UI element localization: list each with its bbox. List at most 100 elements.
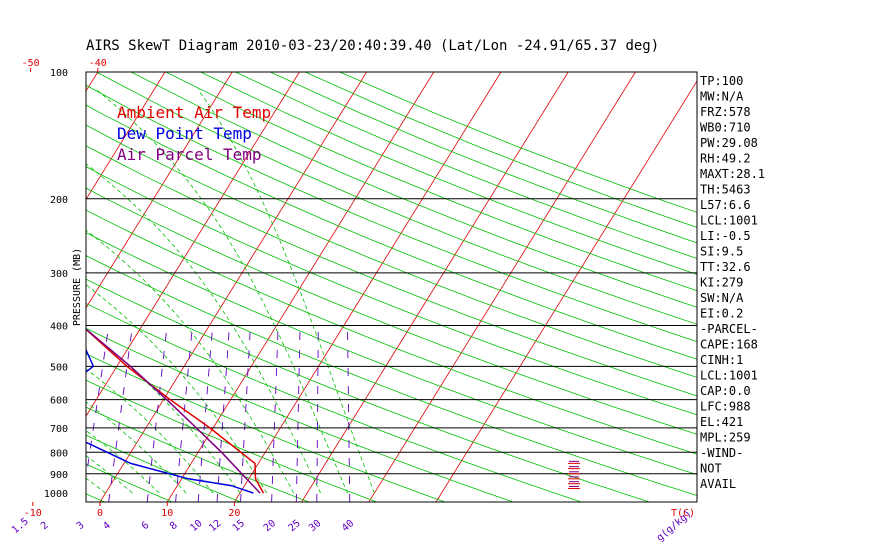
- isotherm-line: [435, 80, 697, 502]
- legend-item: Air Parcel Temp: [117, 145, 262, 164]
- bottom-temp-tick-label: 0: [97, 508, 103, 519]
- dry-adiabat-line: [130, 72, 697, 308]
- index-item: LCL:1001: [700, 369, 758, 383]
- dry-adiabat-line: [86, 463, 173, 502]
- bottom-temp-tick-label: -10: [24, 508, 42, 519]
- index-item: RH:49.2: [700, 152, 751, 166]
- mixing-ratio-line: [146, 325, 168, 502]
- sounding-curves: [86, 328, 265, 494]
- isotherm-line: [368, 72, 636, 502]
- mixing-ratio-line: [240, 325, 251, 502]
- ambient-temp-line: [86, 328, 265, 494]
- isotherm-line: [234, 72, 502, 502]
- dry-adiabat-line: [86, 145, 697, 397]
- mixing-ratio-label: 12: [207, 518, 223, 534]
- moist-adiabat-line: [0, 89, 52, 493]
- index-item: MW:N/A: [700, 90, 744, 104]
- grid-lines: [0, 72, 697, 502]
- isotherm-line: [86, 72, 99, 92]
- dry-adiabat-line: [86, 353, 446, 502]
- mixing-ratio-line: [175, 325, 193, 502]
- pressure-tick-label: 1000: [44, 489, 68, 500]
- plot-frame: [85, 71, 698, 503]
- index-item: TT:32.6: [700, 260, 751, 274]
- pressure-tick-label: 500: [50, 362, 68, 373]
- dry-adiabat-line: [235, 72, 697, 259]
- bottom-temp-tick-label: T(C): [671, 508, 695, 519]
- dry-adiabat-line: [0, 72, 36, 502]
- mixing-ratio-label: 1.5: [10, 516, 31, 536]
- mixing-ratio-line: [316, 325, 319, 502]
- index-item: FRZ:578: [700, 105, 751, 119]
- pressure-tick-label: 600: [50, 396, 68, 407]
- mixing-ratio-label: 15: [231, 518, 247, 534]
- legend-item: Ambient Air Temp: [117, 103, 271, 122]
- top-temp-tick-label: -40: [89, 58, 107, 69]
- index-item: PW:29.08: [700, 136, 758, 150]
- index-item: TH:5463: [700, 183, 751, 197]
- mixing-ratio-label: 2: [39, 520, 51, 532]
- index-item: L57:6.6: [700, 198, 751, 212]
- pressure-tick-label: 200: [50, 195, 68, 206]
- index-item: CINH:1: [700, 353, 743, 367]
- dewpoint-temp-line: [86, 348, 254, 494]
- isotherm-line: [86, 72, 233, 309]
- chart-title: AIRS SkewT Diagram 2010-03-23/20:40:39.4…: [86, 38, 659, 54]
- legend: Ambient Air Temp Dew Point Temp Air Parcel…: [117, 103, 271, 164]
- mixing-ratio-label: 6: [140, 520, 152, 532]
- parcel-temp-line: [86, 328, 261, 494]
- dry-adiabat-line: [86, 302, 582, 502]
- dry-adiabat-line: [86, 166, 697, 416]
- mixing-ratio-line: [216, 325, 230, 502]
- isotherm-line: [301, 72, 569, 502]
- dry-adiabat-line: [86, 255, 697, 496]
- dry-adiabat-line: [86, 434, 241, 502]
- dry-adiabat-line: [86, 84, 697, 343]
- mixing-ratio-line: [0, 326, 24, 502]
- mixing-ratio-label: 25: [287, 518, 303, 534]
- dry-adiabat-line: [86, 278, 650, 502]
- isotherm-line: [166, 72, 435, 502]
- moist-adiabat-line: [86, 329, 241, 494]
- mixing-ratio-label: 30: [307, 518, 323, 534]
- bottom-temp-tick-label: 10: [161, 508, 173, 519]
- mixing-ratio-label: 4: [101, 520, 113, 532]
- dry-adiabat-line: [165, 72, 697, 292]
- pressure-tick-label: 300: [50, 269, 68, 280]
- wind-barbs: [568, 460, 580, 489]
- index-item: AVAIL: [700, 477, 736, 491]
- mixing-ratio-line: [295, 325, 301, 502]
- index-item: CAP:0.0: [700, 384, 751, 398]
- index-item: MPL:259: [700, 431, 751, 445]
- index-item: LFC:988: [700, 400, 751, 414]
- mixing-ratio-label: 40: [340, 518, 356, 534]
- index-item: EI:0.2: [700, 307, 743, 321]
- index-item: LCL:1001: [700, 214, 758, 228]
- moist-adiabat-line: [86, 429, 160, 494]
- dry-adiabat-line: [86, 232, 697, 476]
- moist-adiabat-line: [86, 163, 321, 494]
- dry-adiabat-line: [339, 72, 697, 213]
- index-item: -WIND-: [700, 446, 743, 460]
- mixing-ratio-line: [271, 325, 279, 502]
- mixing-ratio-label: 20: [262, 518, 278, 534]
- dry-adiabat-line: [86, 187, 697, 435]
- y-axis-label: PRESSURE (MB): [72, 248, 83, 326]
- pressure-tick-label: 900: [50, 470, 68, 481]
- index-item: WB0:710: [700, 121, 751, 135]
- index-item: -PARCEL-: [700, 322, 758, 336]
- pressure-tick-labels: 100 200 300 400 500 600 700 800 900 1000: [44, 68, 68, 500]
- index-item: LI:-0.5: [700, 229, 751, 243]
- mixing-ratio-label: 8: [168, 520, 180, 532]
- dry-adiabat-line: [86, 124, 697, 378]
- moist-adiabat-line: [0, 89, 25, 493]
- pressure-tick-label: 100: [50, 68, 68, 79]
- index-item: CAPE:168: [700, 338, 758, 352]
- mixing-ratio-line: [108, 325, 133, 502]
- pressure-tick-label: 800: [50, 448, 68, 459]
- index-item: KI:279: [700, 276, 743, 290]
- moist-adiabat-line: [86, 368, 214, 494]
